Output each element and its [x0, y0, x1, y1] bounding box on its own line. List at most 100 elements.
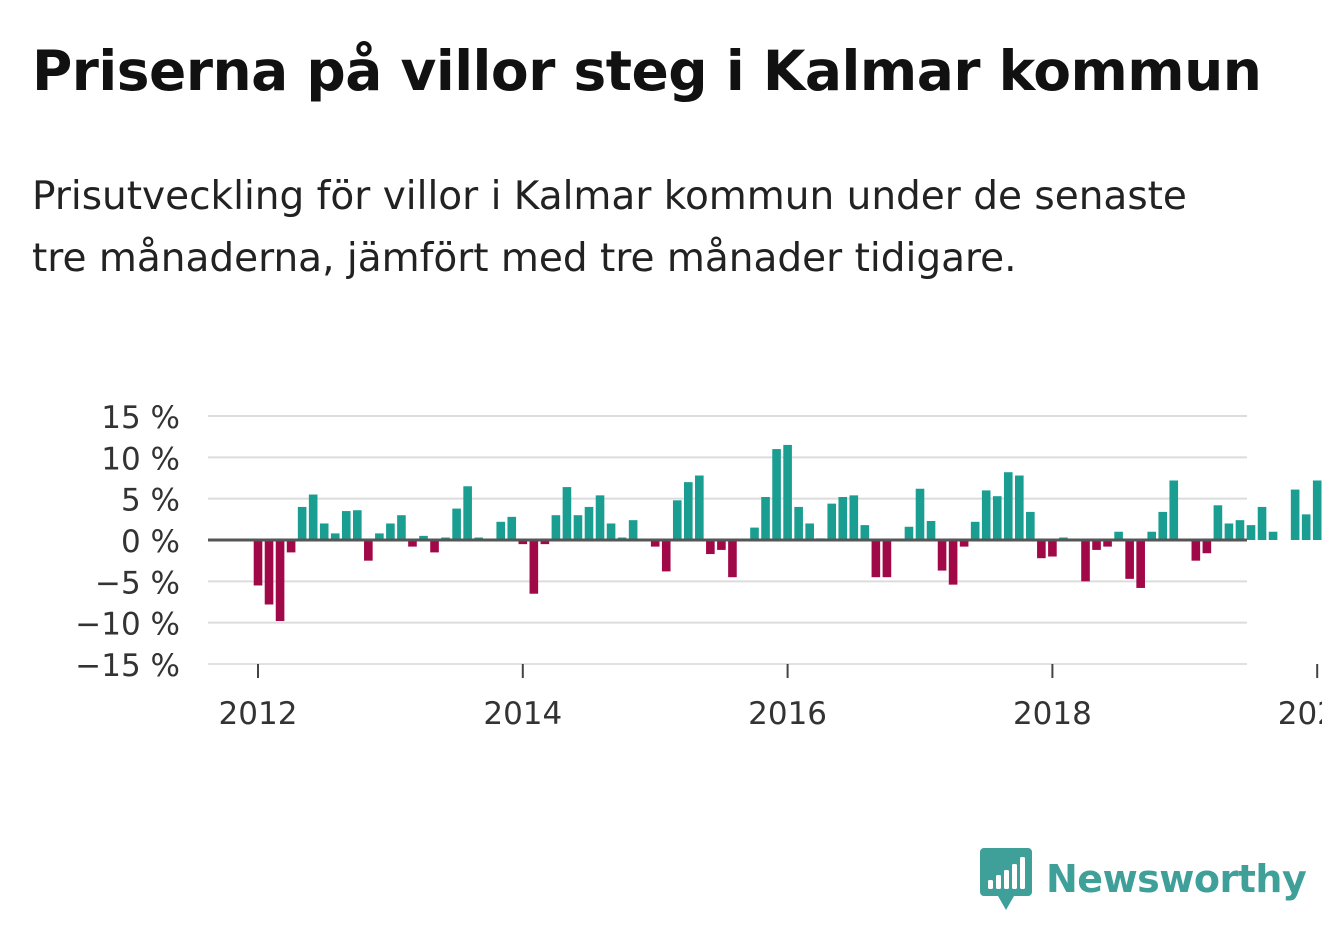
bar-positive — [463, 486, 472, 540]
bar-positive — [1246, 525, 1256, 540]
bar-positive — [805, 523, 814, 540]
bar-negative — [937, 540, 947, 571]
bar-positive — [860, 525, 870, 540]
bar-positive — [419, 535, 428, 540]
bar-positive — [981, 490, 991, 540]
x-tick-label: 2018 — [1013, 696, 1092, 732]
bar-negative — [540, 540, 550, 545]
bar-positive — [1147, 531, 1157, 540]
bar-negative — [1092, 540, 1101, 550]
bar-positive — [507, 516, 517, 540]
bar-positive — [353, 510, 362, 540]
bar-positive — [1257, 506, 1267, 540]
y-tick-label: 0 % — [121, 524, 180, 560]
bar-negative — [430, 540, 439, 553]
y-tick-label: −15 % — [75, 648, 180, 684]
bar-positive — [750, 527, 759, 540]
bar-positive — [1169, 480, 1179, 540]
bar-positive — [1015, 475, 1024, 540]
x-tick-label: 2016 — [748, 696, 827, 732]
bar-positive — [672, 500, 682, 540]
bar-positive — [1301, 514, 1311, 540]
bar-negative — [286, 540, 296, 553]
brand-name: Newsworthy — [1046, 857, 1307, 901]
bar-positive — [330, 533, 340, 540]
bar-negative — [706, 540, 715, 555]
bar-positive — [452, 508, 461, 540]
bar-positive — [1213, 505, 1223, 540]
bar-positive — [783, 444, 792, 540]
bar-negative — [959, 540, 969, 547]
bar-positive — [628, 520, 638, 540]
bar-positive — [341, 511, 351, 540]
y-tick-label: −5 % — [95, 565, 180, 601]
bar-negative — [1037, 540, 1046, 559]
bar-positive — [1224, 523, 1234, 540]
y-tick-label: 5 % — [121, 483, 180, 519]
bar-positive — [1114, 531, 1123, 540]
bar-positive — [849, 495, 859, 540]
bar-positive — [1026, 511, 1035, 540]
bar-positive — [297, 506, 307, 540]
bar-negative — [871, 540, 881, 578]
bar-negative — [1202, 540, 1212, 554]
bar-positive — [1312, 480, 1322, 540]
y-tick-label: 15 % — [101, 400, 180, 436]
bar-positive — [1003, 472, 1013, 540]
bar-positive — [1290, 489, 1300, 540]
bar-negative — [650, 540, 660, 547]
bar-positive — [319, 523, 329, 540]
bar-negative — [717, 540, 726, 550]
bar-positive — [838, 497, 848, 540]
bar-positive — [970, 521, 980, 540]
bar-positive — [562, 487, 572, 540]
bar-negative — [275, 540, 285, 622]
y-tick-label: −10 % — [75, 607, 180, 643]
bar-positive — [573, 515, 583, 540]
bar-positive — [926, 520, 936, 540]
bar-positive — [1235, 520, 1245, 540]
bar-negative — [253, 540, 263, 586]
y-axis-labels: 15 % 10 % 5 % 0 % −5 % −10 % −15 % — [75, 400, 180, 684]
bar-negative — [948, 540, 958, 585]
bar-positive — [794, 506, 803, 540]
bar-negative — [264, 540, 274, 605]
bar-positive — [375, 533, 384, 540]
bar-negative — [1191, 540, 1201, 561]
x-axis: 20122014201620182020202220242026 — [219, 664, 1322, 732]
x-tick-label: 2014 — [483, 696, 562, 732]
bars — [253, 444, 1322, 622]
bar-negative — [1081, 540, 1090, 582]
bar-negative — [728, 540, 737, 578]
bar-positive — [827, 503, 837, 540]
bar-positive — [496, 521, 506, 540]
bar-negative — [1103, 540, 1112, 547]
bar-positive — [761, 497, 770, 540]
bar-positive — [772, 449, 781, 540]
bar-negative — [882, 540, 892, 578]
gridlines — [208, 415, 1247, 665]
x-tick-label: 2020 — [1278, 696, 1322, 732]
bar-positive — [606, 523, 616, 540]
bar-positive — [1268, 531, 1278, 540]
bar-negative — [408, 540, 417, 547]
bar-positive — [551, 515, 561, 540]
bar-negative — [661, 540, 671, 572]
x-tick-label: 2012 — [219, 696, 298, 732]
bar-positive — [915, 488, 925, 540]
bar-positive — [684, 482, 693, 540]
bar-negative — [1125, 540, 1134, 579]
bar-positive — [397, 515, 406, 540]
bar-positive — [904, 526, 914, 540]
bar-positive — [584, 506, 594, 540]
bar-positive — [1158, 511, 1168, 540]
chart-subtitle: Prisutveckling för villor i Kalmar kommu… — [32, 174, 1187, 281]
bar-negative — [364, 540, 373, 561]
bar-positive — [695, 475, 704, 540]
bar-positive — [308, 494, 318, 540]
y-tick-label: 10 % — [101, 441, 180, 477]
bar-positive — [992, 496, 1002, 540]
bar-negative — [518, 540, 528, 545]
newsworthy-logo: Newsworthy — [980, 848, 1307, 910]
